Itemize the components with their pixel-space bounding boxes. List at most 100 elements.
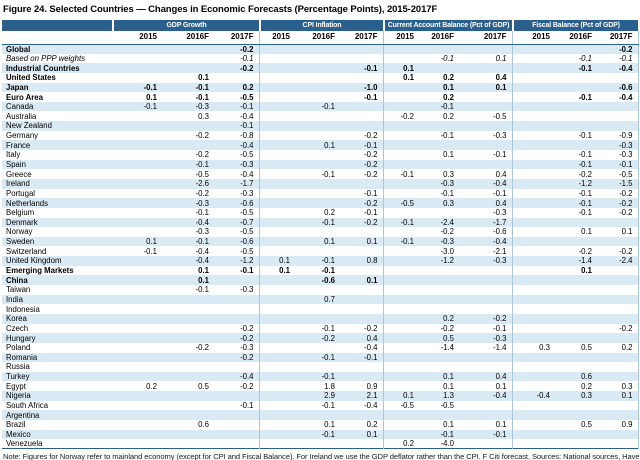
table-cell-cpi-2017F — [340, 227, 384, 237]
table-cell-gdp-2016F: -0.1 — [195, 237, 209, 247]
country-label: Global — [6, 44, 31, 54]
table-cell-gdp-2016F: -0.1 — [195, 82, 209, 92]
table-cell-fb-2016F: -0.1 — [578, 188, 592, 198]
table-cell-cpi-2017F — [340, 294, 384, 305]
country-label: United States — [6, 73, 56, 83]
year-header-gdp-2016F: 2016F — [162, 31, 214, 45]
table-cell-ca-2015: -0.5 — [400, 198, 414, 208]
table-cell-cpi-2015 — [259, 439, 295, 449]
table-cell-ca-2017F — [459, 400, 513, 411]
table-cell-ca-2016F — [419, 362, 459, 372]
table-cell-ca-2015 — [383, 324, 419, 334]
table-cell-gdp-2017F: -0.2 — [214, 352, 260, 363]
country-label: Norway — [6, 227, 33, 237]
table-cell-cpi-2015 — [259, 295, 295, 305]
table-cell-gdp-2015 — [112, 430, 162, 440]
table-cell-fb-2015 — [512, 208, 555, 218]
table-cell-ca-2016F — [419, 121, 459, 131]
table-cell-gdp-2017F — [214, 294, 260, 305]
table-cell-ca-2017F: 0.4 — [459, 371, 513, 382]
table-cell-ca-2017F — [459, 362, 513, 372]
table-cell-cpi-2017F — [340, 44, 384, 54]
country-label: Denmark — [6, 217, 38, 227]
table-cell-gdp-2017F — [214, 362, 260, 372]
table-cell-gdp-2016F: -0.4 — [195, 217, 209, 227]
table-cell-ca-2017F: -0.2 — [459, 313, 513, 324]
table-cell-ca-2015 — [383, 102, 419, 112]
table-cell-cpi-2016F — [295, 54, 340, 64]
table-cell-ca-2015: 0.1 — [403, 63, 414, 73]
table-cell-ca-2017F — [459, 285, 513, 295]
table-cell-gdp-2017F — [214, 304, 260, 314]
table-cell-cpi-2015 — [259, 150, 295, 160]
table-cell-gdp-2017F: -0.2 — [214, 63, 260, 73]
group-label-fiscal: Fiscal Balance (Pct of GDP) — [532, 22, 620, 29]
table-cell-ca-2016F — [419, 140, 459, 150]
table-cell-ca-2017F: -0.3 — [459, 207, 513, 218]
table-cell-cpi-2016F: -0.1 — [321, 102, 335, 112]
table-cell-ca-2016F — [419, 160, 459, 170]
table-cell-gdp-2017F: -1.7 — [214, 178, 260, 189]
table-cell-fb-2015 — [512, 362, 555, 372]
country-label: Switzerland — [6, 246, 47, 256]
table-row: Turkey -0.4 -0.1 0.1 0.4 0.6 — [2, 371, 639, 382]
table-cell-ca-2015 — [383, 314, 419, 324]
table-cell-ca-2016F: -3.0 — [440, 246, 454, 256]
table-cell-cpi-2016F — [295, 246, 340, 256]
table-row: Hungary -0.2 -0.2 0.4 0.5 -0.3 — [2, 333, 639, 343]
table-row: Argentina — [2, 410, 639, 420]
table-cell-gdp-2015 — [112, 343, 162, 353]
table-cell-gdp-2017F: -0.4 — [214, 371, 260, 382]
table-cell-gdp-2016F — [162, 353, 214, 363]
table-cell-cpi-2015 — [259, 121, 295, 131]
table-cell-fb-2017F: -0.9 — [597, 130, 639, 141]
table-cell-gdp-2016F: -0.4 — [195, 246, 209, 256]
table-cell-fb-2015 — [512, 102, 555, 112]
table-cell-cpi-2015 — [259, 198, 295, 208]
table-cell-gdp-2017F — [214, 410, 260, 420]
table-cell-fb-2017F — [597, 111, 639, 122]
table-cell-cpi-2016F: 0.1 — [324, 420, 335, 430]
group-header-fiscal: Fiscal Balance (Pct of GDP) — [514, 20, 638, 31]
table-cell-fb-2017F: 0.9 — [597, 419, 639, 430]
table-row: Indonesia — [2, 304, 639, 314]
table-row: United Kingdom -0.4 -1.2 0.1 -0.1 0.8 -1.2 -0.3… — [2, 256, 639, 266]
table-cell-cpi-2015 — [259, 131, 295, 141]
table-cell-cpi-2016F — [295, 314, 340, 324]
table-cell-cpi-2015 — [259, 189, 295, 199]
table-cell-fb-2017F: -0.2 — [597, 207, 639, 218]
table-cell-cpi-2017F — [340, 285, 384, 295]
table-cell-ca-2017F: -1.4 — [459, 342, 513, 353]
table-cell-ca-2015: -0.1 — [400, 169, 414, 179]
table-cell-fb-2017F: -1.5 — [597, 178, 639, 189]
table-cell-gdp-2016F: -0.2 — [195, 343, 209, 353]
table-cell-cpi-2016F — [295, 73, 340, 83]
table-cell-cpi-2016F — [295, 111, 340, 121]
table-cell-gdp-2015 — [112, 304, 162, 314]
table-cell-ca-2016F: -0.3 — [440, 237, 454, 247]
country-label: Indonesia — [6, 304, 40, 314]
table-cell-fb-2017F — [597, 352, 639, 363]
country-label: Taiwan — [6, 285, 31, 295]
table-cell-gdp-2016F — [162, 63, 214, 73]
table-cell-fb-2016F — [555, 140, 597, 150]
table-cell-cpi-2016F — [295, 304, 340, 314]
table-cell-fb-2016F: 0.5 — [581, 343, 592, 353]
group-label-cpi: CPI Inflation — [302, 22, 342, 29]
table-row: Nigeria 2.9 2.1 0.1 1.3 -0.4 -0.4 0.3 0.1 — [2, 391, 639, 401]
table-cell-fb-2016F — [555, 439, 597, 449]
table-cell-ca-2016F — [419, 208, 459, 218]
table-cell-cpi-2016F — [295, 285, 340, 295]
table-cell-gdp-2017F: -0.6 — [214, 198, 260, 208]
table-cell-fb-2017F — [597, 313, 639, 324]
year-header-gdp-2017F: 2017F — [214, 31, 260, 45]
table-cell-gdp-2015 — [112, 63, 162, 73]
country-label: Australia — [6, 111, 37, 121]
table-cell-ca-2017F — [459, 63, 513, 73]
country-label: Italy — [6, 150, 21, 160]
country-label: Venezuela — [6, 439, 43, 449]
table-cell-gdp-2015 — [112, 131, 162, 141]
table-cell-cpi-2015 — [259, 160, 295, 170]
table-cell-fb-2016F — [555, 83, 597, 93]
table-cell-cpi-2017F: -0.2 — [340, 169, 384, 179]
